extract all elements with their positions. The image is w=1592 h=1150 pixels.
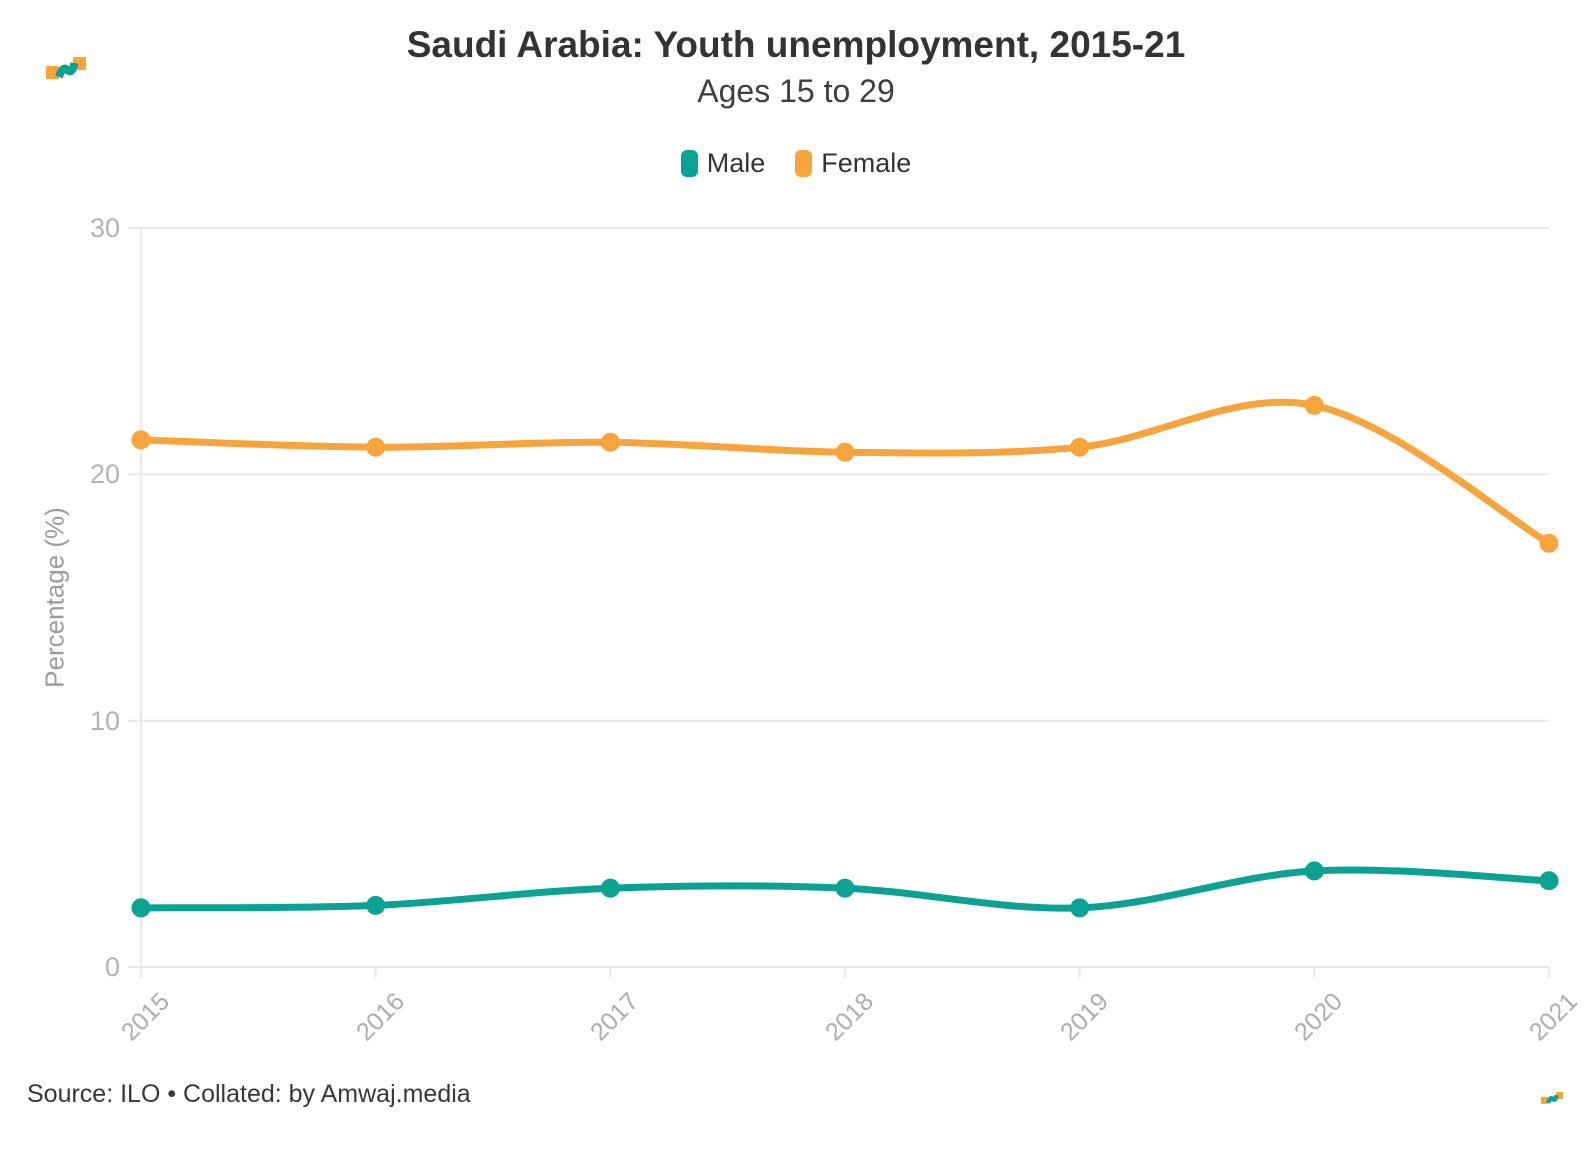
data-point-female-2016[interactable] [366,437,386,457]
data-point-female-2018[interactable] [835,442,855,462]
data-point-male-2017[interactable] [600,878,620,898]
data-point-female-2019[interactable] [1070,437,1090,457]
logo-wave-icon [1546,1094,1559,1104]
data-point-male-2015[interactable] [131,898,151,918]
chart-header: Saudi Arabia: Youth unemployment, 2015-2… [0,22,1592,110]
data-point-female-2015[interactable] [131,430,151,450]
data-point-female-2017[interactable] [600,432,620,452]
data-point-female-2021[interactable] [1539,533,1559,553]
legend-item-male[interactable]: Male [680,148,766,179]
data-point-male-2019[interactable] [1070,898,1090,918]
legend: Male Female [0,148,1592,179]
legend-swatch-female-icon [795,150,813,177]
chart-title: Saudi Arabia: Youth unemployment, 2015-2… [406,24,1186,65]
chart-subtitle: Ages 15 to 29 [697,73,895,109]
legend-label-female: Female [821,148,912,178]
series-line-female [137,398,1553,547]
y-axis-title: Percentage (%) [39,507,70,688]
legend-label-male: Male [706,148,766,178]
data-point-male-2021[interactable] [1539,871,1559,891]
legend-swatch-male-icon [680,150,698,177]
data-point-male-2018[interactable] [835,878,855,898]
amwaj-logo-icon [46,57,86,79]
logo-wave-icon [55,62,79,79]
source-note: Source: ILO • Collated: by Amwaj.media [27,1080,471,1108]
amwaj-logo-small-icon [1541,1091,1563,1104]
data-point-male-2020[interactable] [1304,861,1324,881]
legend-item-female[interactable]: Female [795,148,911,179]
data-point-male-2016[interactable] [366,895,386,915]
data-point-female-2020[interactable] [1304,395,1324,415]
